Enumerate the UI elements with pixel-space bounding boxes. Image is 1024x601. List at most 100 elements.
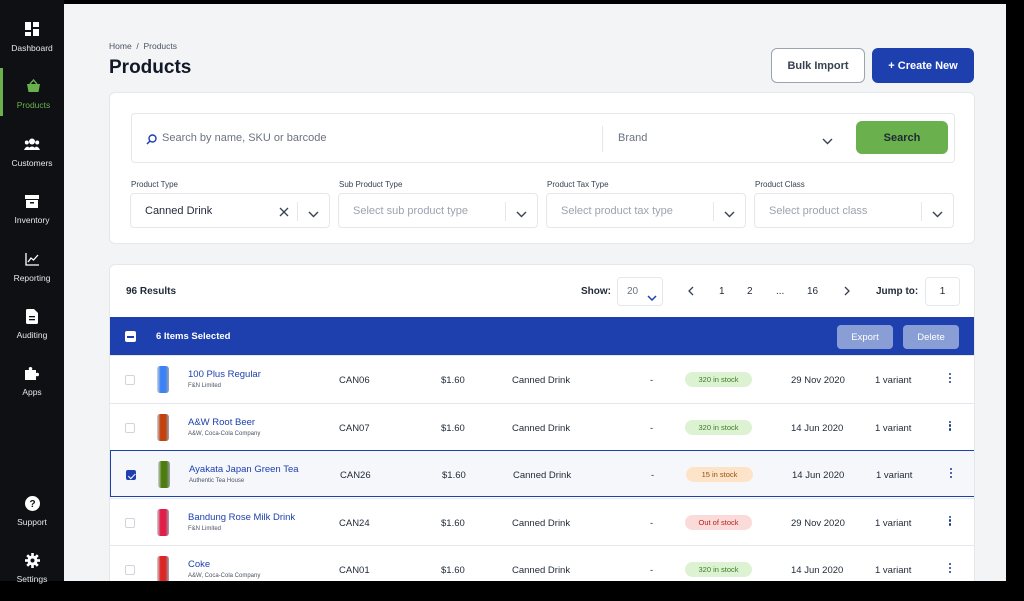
chevron-down-icon[interactable] — [724, 205, 735, 223]
sub-product-type-placeholder: Select sub product type — [353, 205, 468, 217]
search-button[interactable]: Search — [856, 121, 948, 154]
sidebar-item-inventory[interactable]: Inventory — [0, 192, 64, 242]
product-type-value: Canned Drink — [145, 205, 213, 217]
product-price: $1.60 — [441, 565, 465, 576]
sidebar-item-dashboard[interactable]: Dashboard — [0, 20, 64, 70]
chevron-down-icon[interactable] — [932, 205, 943, 223]
bulk-import-button[interactable]: Bulk Import — [771, 48, 865, 83]
divider — [505, 202, 506, 221]
product-sub-type: - — [650, 422, 654, 434]
sidebar-item-reporting[interactable]: Reporting — [0, 250, 64, 300]
divider — [921, 202, 922, 221]
table-row[interactable]: Bandung Rose Milk Drink F&N Limited CAN24 $… — [110, 497, 974, 545]
chevron-down-icon[interactable] — [822, 132, 833, 150]
product-type: Canned Drink — [512, 517, 571, 529]
sidebar-item-auditing[interactable]: Auditing — [0, 307, 64, 357]
sidebar-item-settings[interactable]: Settings — [0, 551, 64, 601]
tax-type-select[interactable]: Select product tax type — [546, 193, 746, 228]
product-variants: 1 variant — [875, 375, 912, 386]
more-options-icon[interactable] — [948, 373, 952, 385]
chevron-down-icon[interactable] — [516, 205, 527, 223]
product-sub-type: - — [651, 470, 655, 481]
search-icon — [146, 132, 157, 150]
more-options-icon[interactable] — [948, 420, 952, 433]
product-name-link[interactable]: A&W Root Beer — [188, 416, 256, 428]
table-row[interactable]: Coke A&W, Coca-Cola Company CAN01 $1.60 Cann… — [110, 545, 974, 581]
row-checkbox[interactable] — [125, 517, 135, 528]
more-options-icon[interactable] — [948, 515, 952, 528]
jump-to-input[interactable]: 1 — [925, 277, 960, 306]
divider — [297, 202, 298, 221]
product-sub-type: - — [650, 375, 654, 386]
sidebar-item-label: Reporting — [13, 273, 51, 283]
pagination-page[interactable]: 2 — [747, 286, 753, 297]
table-row[interactable]: A&W Root Beer A&W, Coca-Cola Company CAN07… — [110, 402, 974, 450]
product-sub-type: - — [650, 517, 654, 529]
document-icon — [23, 307, 41, 325]
pagination-next[interactable] — [844, 286, 850, 299]
more-options-icon[interactable] — [949, 468, 953, 480]
row-checkbox[interactable] — [125, 565, 135, 575]
product-type-select[interactable]: Canned Drink — [130, 193, 330, 228]
product-variants: 1 variant — [875, 422, 912, 434]
sidebar-item-label: Dashboard — [11, 43, 53, 53]
pagination-page[interactable]: 1 — [719, 286, 725, 297]
page-size-select[interactable]: 20 — [617, 277, 663, 306]
more-options-icon[interactable] — [948, 563, 952, 575]
product-maker: F&N Limited — [188, 383, 222, 389]
results-count: 96 Results — [126, 286, 177, 297]
product-name-link[interactable]: 100 Plus Regular — [188, 369, 261, 380]
results-panel: 96 Results Show: 20 1 2 ... 16 Jump to: … — [109, 264, 975, 581]
row-checkbox[interactable] — [125, 375, 135, 385]
selection-count: 6 Items Selected — [156, 331, 231, 342]
divider — [713, 202, 714, 221]
stock-badge: 320 in stock — [685, 419, 752, 435]
pagination-page[interactable]: 16 — [807, 286, 819, 297]
clear-icon[interactable] — [279, 204, 289, 222]
pagination-prev[interactable] — [688, 286, 694, 299]
breadcrumb: Home / Products — [109, 41, 178, 51]
product-thumbnail — [157, 556, 169, 581]
product-sku: CAN01 — [339, 565, 370, 576]
row-checkbox[interactable] — [126, 470, 136, 480]
stock-badge: Out of stock — [685, 514, 752, 530]
create-new-button[interactable]: + Create New — [872, 48, 974, 83]
product-price: $1.60 — [441, 375, 465, 386]
product-name-link[interactable]: Ayakata Japan Green Tea — [189, 464, 299, 475]
product-class-select[interactable]: Select product class — [754, 193, 954, 228]
sidebar: Dashboard Products Customers Inventory R… — [0, 0, 64, 584]
product-date: 14 Jun 2020 — [791, 422, 844, 434]
row-checkbox[interactable] — [125, 422, 135, 433]
main-content: Home / Products Products Bulk Import + C… — [64, 4, 1006, 581]
search-input[interactable] — [162, 124, 592, 152]
product-thumbnail — [157, 366, 169, 393]
sub-product-type-select[interactable]: Select sub product type — [338, 193, 538, 228]
sidebar-item-products[interactable]: Products — [0, 68, 64, 116]
product-sku: CAN07 — [339, 422, 370, 434]
select-all-checkbox[interactable] — [125, 331, 136, 342]
delete-button[interactable]: Delete — [903, 325, 959, 349]
product-name-link[interactable]: Bandung Rose Milk Drink — [188, 511, 296, 523]
table-row[interactable]: Ayakata Japan Green Tea Authentic Tea Hou… — [110, 450, 974, 497]
chevron-down-icon[interactable] — [308, 205, 319, 223]
product-maker: Authentic Tea House — [189, 478, 245, 484]
sub-product-type-label: Sub Product Type — [339, 180, 403, 189]
product-sku: CAN06 — [339, 375, 370, 386]
sidebar-item-customers[interactable]: Customers — [0, 135, 64, 185]
chart-line-icon — [23, 250, 41, 268]
product-date: 14 Jun 2020 — [792, 470, 845, 481]
product-name-link[interactable]: Coke — [188, 559, 211, 570]
product-variants: 1 variant — [875, 565, 912, 576]
sidebar-item-label: Inventory — [14, 215, 50, 225]
sidebar-item-label: Customers — [11, 158, 53, 168]
product-type: Canned Drink — [512, 422, 571, 434]
puzzle-icon — [23, 364, 41, 382]
pagination-ellipsis: ... — [776, 286, 785, 297]
product-date: 29 Nov 2020 — [791, 375, 845, 386]
sidebar-item-apps[interactable]: Apps — [0, 364, 64, 414]
sidebar-item-support[interactable]: ? Support — [0, 494, 64, 544]
brand-select[interactable]: Brand — [618, 132, 648, 144]
gear-icon — [23, 551, 41, 569]
table-row[interactable]: 100 Plus Regular F&N Limited CAN06 $1.60 Can… — [110, 355, 974, 402]
export-button[interactable]: Export — [837, 325, 893, 349]
